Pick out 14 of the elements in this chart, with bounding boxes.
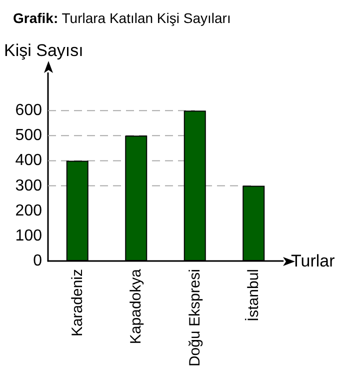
y-tick-label: 300 [15, 177, 42, 194]
x-tick-label: İstanbul [244, 269, 262, 322]
y-tick-label: 600 [15, 102, 42, 120]
x-axis-title: Turlar [291, 252, 336, 270]
x-tick-label: Karadeniz [68, 269, 86, 337]
chart-title: Grafik: Turlara Katılan Kişi Sayıları [13, 10, 231, 26]
y-tick-label: 500 [15, 127, 42, 144]
y-tick-label: 0 [33, 252, 42, 270]
y-tick-label: 200 [15, 202, 42, 220]
y-tick-label: 400 [15, 152, 42, 170]
y-axis-title: Kişi Sayısı [4, 41, 84, 60]
y-tick-label: 100 [15, 227, 42, 244]
x-tick-label: Doğu Ekspresi [186, 269, 204, 367]
x-tick-label: Kapadokya [128, 268, 145, 344]
